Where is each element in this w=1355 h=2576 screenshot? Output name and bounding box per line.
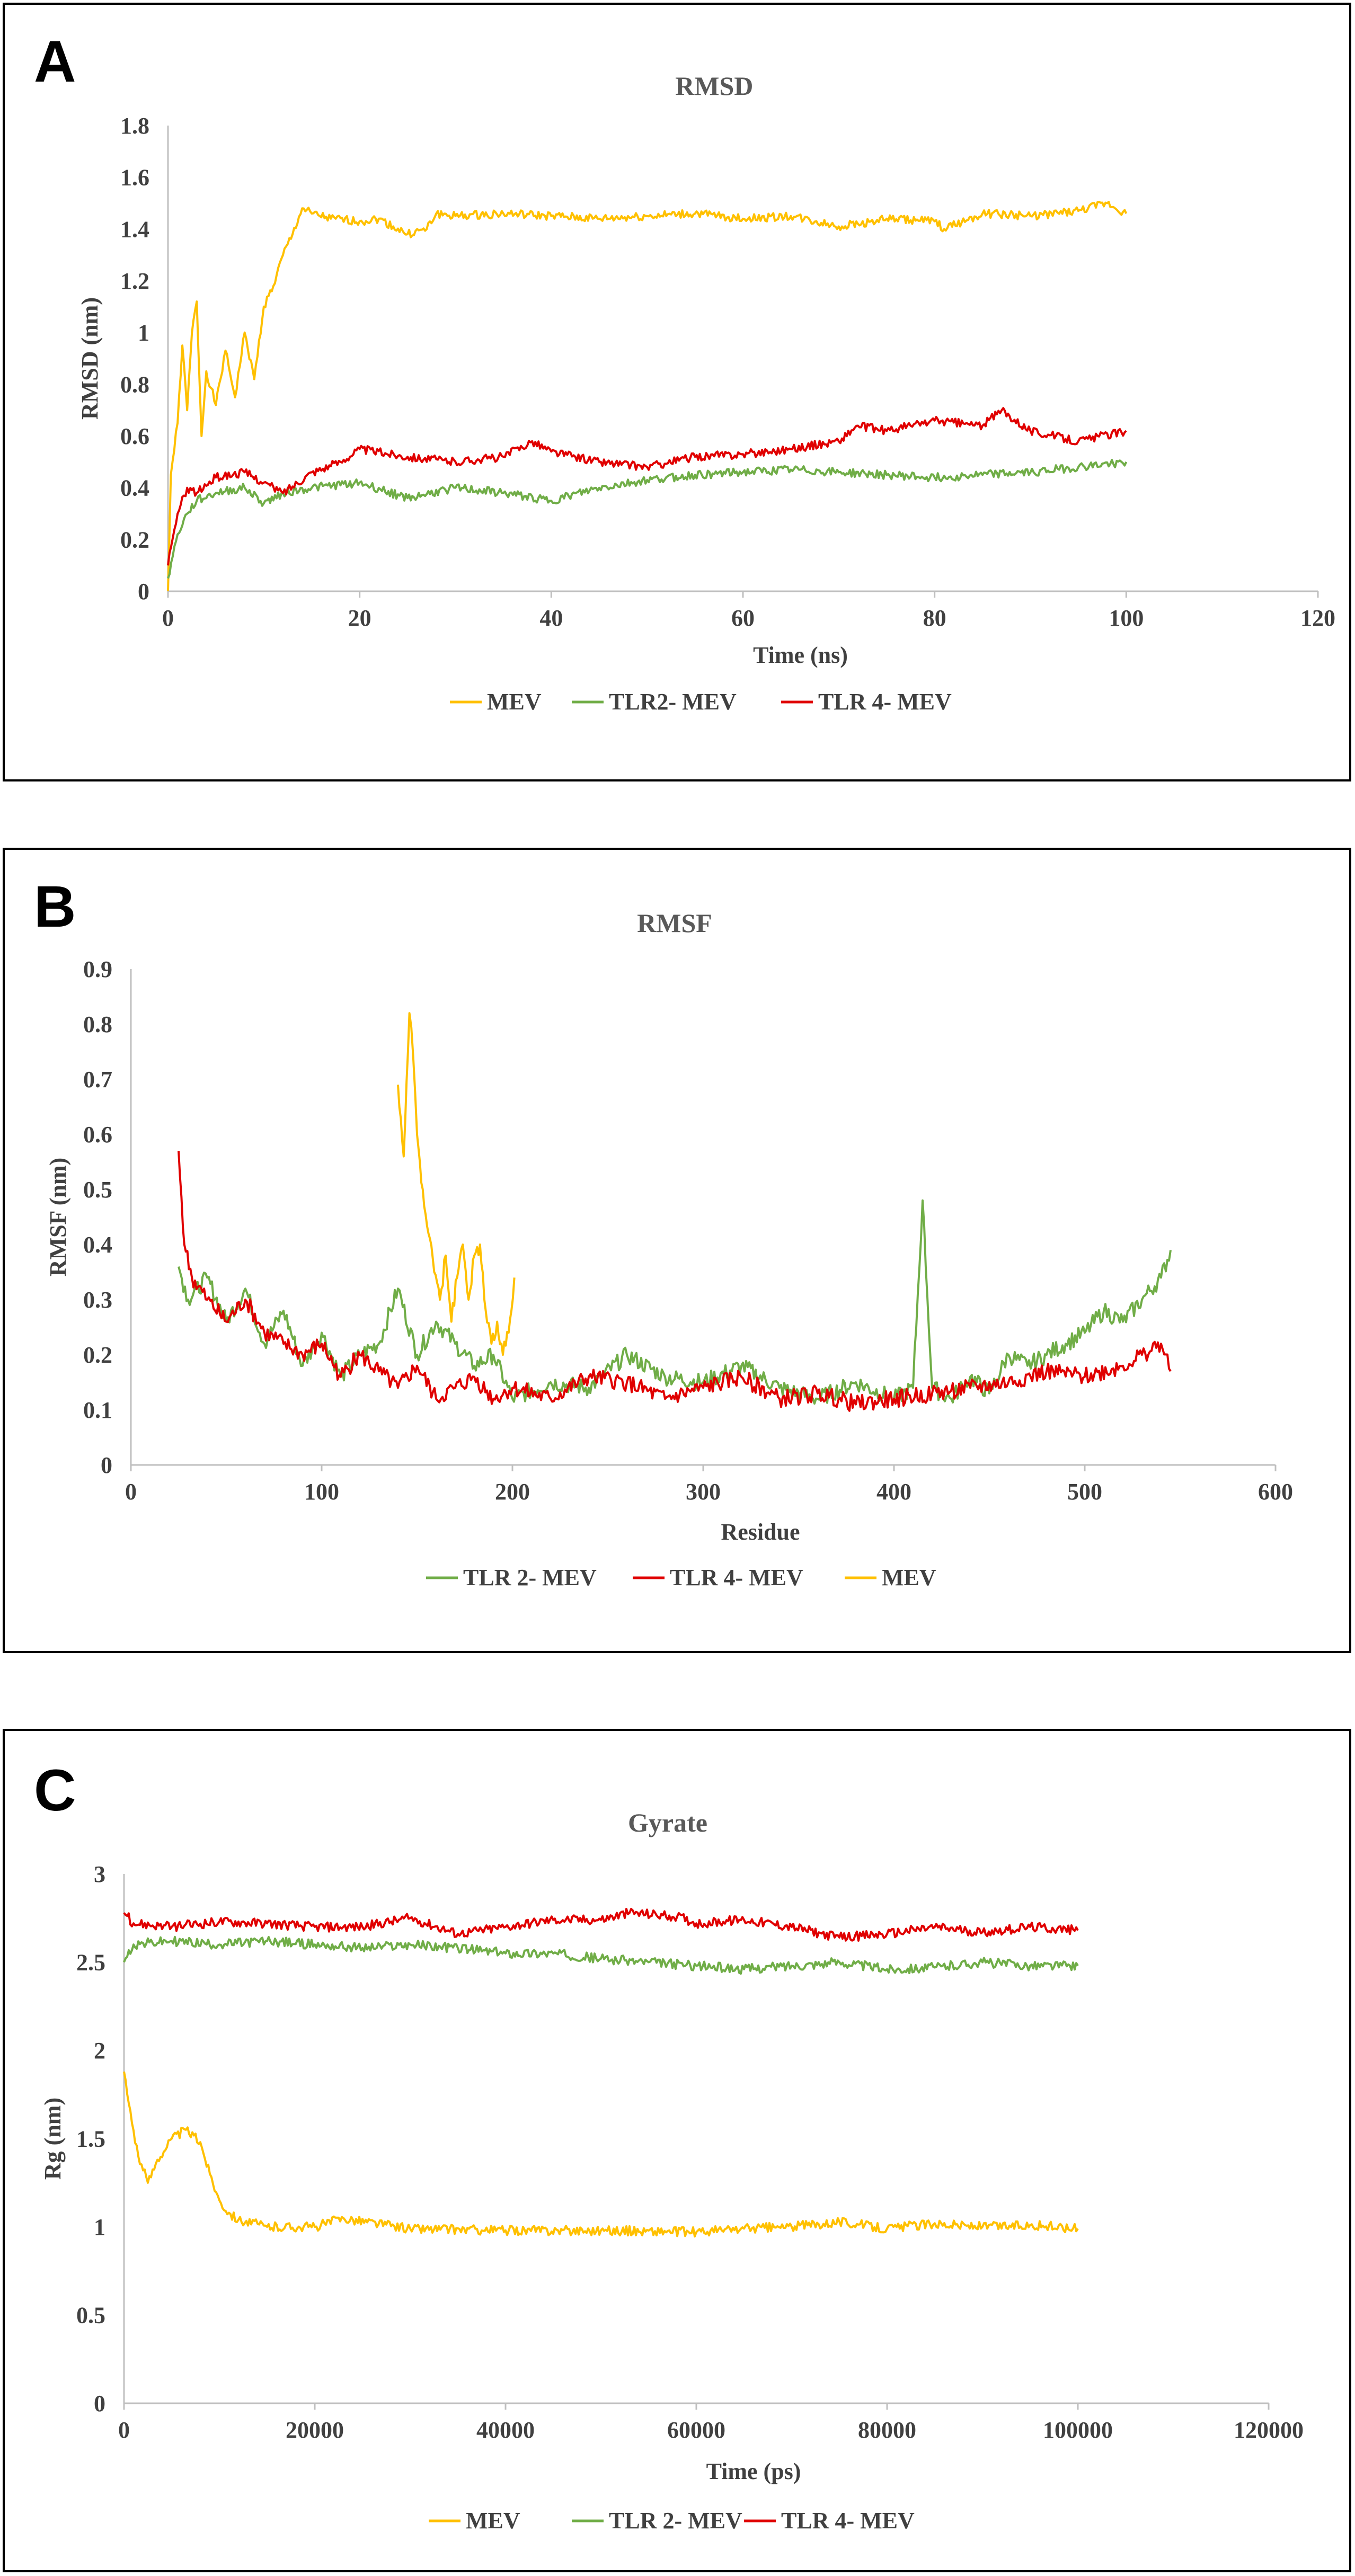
chart-c-y-tick-label: 0.5 <box>76 2303 105 2329</box>
chart-a-y-tick-label: 0.2 <box>120 527 149 553</box>
chart-a-svg: A RMSD 0 20 40 60 80 100 120 0 0.2 0.4 0.6 0.8 1 1.2 1.4… <box>34 29 1335 715</box>
chart-a-y-tick-label: 1 <box>138 320 149 346</box>
chart-b-x-tick-label: 100 <box>304 1479 339 1505</box>
chart-b-legend-label: TLR 2- MEV <box>463 1565 597 1591</box>
chart-c-x-axis-label: Time (ps) <box>706 2458 801 2484</box>
chart-a-y-tick-label: 0.4 <box>120 475 149 501</box>
chart-c-y-tick-label: 0 <box>94 2391 105 2417</box>
chart-c-x-tick-label: 0 <box>118 2417 130 2443</box>
chart-b-series-tlr-2-mev <box>178 1199 1172 1405</box>
chart-b-y-tick-label: 0.9 <box>83 956 112 982</box>
chart-b-y-tick-label: 0.3 <box>83 1287 112 1313</box>
chart-c-legend-label: MEV <box>466 2508 520 2534</box>
chart-c-legend-label: TLR 4- MEV <box>781 2508 915 2534</box>
chart-b-x-tick-label: 300 <box>686 1479 721 1505</box>
chart-a-x-tick-label: 0 <box>162 605 174 631</box>
chart-a-x-tick-label: 80 <box>923 605 946 631</box>
chart-c-x-tick-label: 40000 <box>476 2417 535 2443</box>
chart-b-title: RMSF <box>637 908 712 938</box>
chart-a-legend-label: MEV <box>487 689 542 715</box>
chart-a-y-tick-label: 0.8 <box>120 371 149 397</box>
chart-a-series-tlr2-mev <box>167 459 1128 579</box>
chart-a-y-axis-label: RMSD (nm) <box>77 297 103 420</box>
chart-b-x-tick-label: 500 <box>1067 1479 1102 1505</box>
chart-c-x-tick-label: 80000 <box>858 2417 916 2443</box>
chart-b-x-tick-label: 200 <box>495 1479 530 1505</box>
chart-b-series-mev <box>397 1012 516 1356</box>
chart-c-series-mev <box>123 2071 1079 2238</box>
chart-b-x-tick-label: 600 <box>1258 1479 1293 1505</box>
chart-b-x-axis-label: Residue <box>721 1519 800 1545</box>
chart-b-legend-label: TLR 4- MEV <box>670 1565 803 1591</box>
chart-b-series-tlr-4-mev <box>178 1151 1172 1412</box>
chart-b-y-tick-label: 0.2 <box>83 1342 112 1368</box>
chart-c-y-axis-label: Rg (nm) <box>40 2098 66 2180</box>
chart-b-svg: B RMSF 0 100 200 300 400 500 600 0 0.1 0.2 0.3 0.4 0.5… <box>34 874 1293 1591</box>
chart-b-y-tick-label: 0.6 <box>83 1122 112 1148</box>
chart-b-legend-label: MEV <box>882 1565 936 1591</box>
chart-c-title: Gyrate <box>628 1808 707 1837</box>
chart-b-panel-letter: B <box>34 874 76 939</box>
chart-c-x-tick-label: 60000 <box>667 2417 725 2443</box>
chart-a-x-axis-label: Time (ns) <box>753 642 848 668</box>
panel-b: B RMSF 0 100 200 300 400 500 600 0 0.1 0.2 0.3 0.4 0.5… <box>3 848 1351 1653</box>
chart-a-x-tick-label: 120 <box>1300 605 1335 631</box>
chart-a-title: RMSD <box>675 71 753 101</box>
chart-a-y-tick-label: 1.8 <box>120 113 149 139</box>
chart-c-x-tick-label: 120000 <box>1234 2417 1304 2443</box>
chart-c-series-tlr-2-mev <box>123 1935 1079 1975</box>
chart-c-y-tick-label: 1.5 <box>76 2126 105 2152</box>
chart-c-x-tick-label: 100000 <box>1043 2417 1113 2443</box>
chart-a-series-tlr-4-mev <box>167 407 1127 566</box>
chart-a-y-tick-label: 1.2 <box>120 268 149 294</box>
chart-a-x-tick-label: 40 <box>539 605 563 631</box>
chart-b-x-tick-label: 400 <box>876 1479 911 1505</box>
chart-b-y-tick-label: 0.4 <box>83 1232 112 1258</box>
chart-a-y-tick-label: 0 <box>138 579 149 605</box>
chart-b-y-tick-label: 0.5 <box>83 1177 112 1203</box>
chart-c-y-tick-label: 2 <box>94 2038 105 2064</box>
chart-a-panel-letter: A <box>34 29 76 94</box>
chart-c-panel-letter: C <box>34 1758 76 1823</box>
chart-a-x-tick-label: 100 <box>1109 605 1144 631</box>
chart-a-series-mev <box>167 200 1128 592</box>
chart-b-y-tick-label: 0 <box>101 1452 112 1478</box>
chart-b-y-axis-label: RMSF (nm) <box>45 1158 71 1276</box>
chart-c-svg: C Gyrate 0 20000 40000 60000 80000 100000 120000… <box>34 1758 1304 2534</box>
chart-c-legend-label: TLR 2- MEV <box>609 2508 742 2534</box>
panel-a: A RMSD 0 20 40 60 80 100 120 0 0.2 0.4 0.6 0.8 1 1.2 1.4… <box>3 3 1351 781</box>
chart-a-legend-label: TLR2- MEV <box>609 689 737 715</box>
chart-c-x-tick-label: 20000 <box>286 2417 344 2443</box>
chart-a-y-tick-label: 0.6 <box>120 423 149 449</box>
chart-a-y-tick-label: 1.6 <box>120 165 149 191</box>
chart-a-legend-label: TLR 4- MEV <box>818 689 952 715</box>
chart-a-x-tick-label: 20 <box>348 605 371 631</box>
chart-a-y-tick-label: 1.4 <box>120 216 149 242</box>
chart-b-y-tick-label: 0.7 <box>83 1067 112 1092</box>
chart-b-y-tick-label: 0.8 <box>83 1011 112 1037</box>
panel-c: C Gyrate 0 20000 40000 60000 80000 100000 120000… <box>3 1729 1351 2572</box>
chart-b-y-tick-label: 0.1 <box>83 1397 112 1423</box>
chart-c-y-tick-label: 2.5 <box>76 1950 105 1976</box>
chart-c-series-tlr-4-mev <box>123 1907 1079 1942</box>
chart-a-x-tick-label: 60 <box>731 605 755 631</box>
chart-b-x-tick-label: 0 <box>125 1479 137 1505</box>
chart-c-y-tick-label: 1 <box>94 2214 105 2240</box>
chart-c-y-tick-label: 3 <box>94 1861 105 1887</box>
